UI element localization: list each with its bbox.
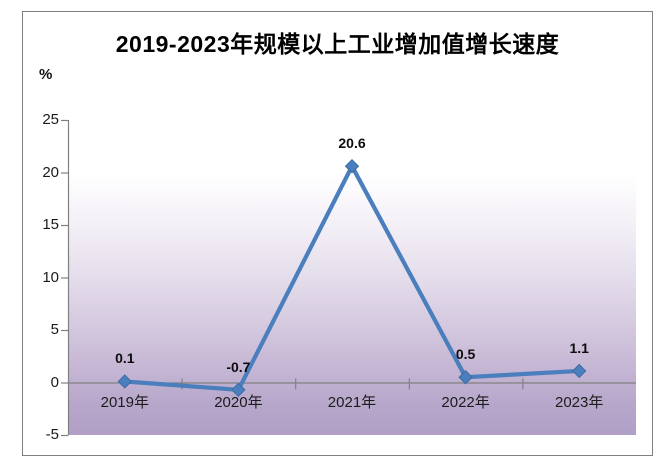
- y-tick-label: 20: [42, 163, 59, 181]
- x-axis-category-label: 2023年: [555, 394, 604, 411]
- y-axis-unit-label: %: [39, 66, 53, 83]
- x-axis-category-label: 2021年: [327, 394, 377, 411]
- y-tick-label: -5: [45, 426, 59, 443]
- data-point-label: 1.1: [569, 339, 589, 356]
- y-tick-label: 25: [42, 111, 59, 128]
- growth-rate-line-series: [124, 161, 580, 393]
- data-point-label: 20.6: [338, 135, 366, 152]
- y-tick-label: 0: [50, 373, 59, 391]
- data-point-marker: [344, 158, 360, 174]
- x-axis-category-label: 2020年: [214, 394, 263, 411]
- chart-frame: 2019-2023年规模以上工业增加值增长速度 % 25 20 15 10 5 0 -5 0…: [22, 11, 653, 456]
- data-point-marker: [117, 374, 133, 389]
- data-point-label: 0.5: [455, 346, 476, 363]
- plot-area: 0.1 -0.7 20.6 0.5 1.1 2019年 2020年 2021年 2022年 202…: [61, 119, 636, 437]
- data-point-label: 0.1: [115, 350, 135, 367]
- y-tick-label: 5: [50, 321, 59, 338]
- chart-title: 2019-2023年规模以上工业增加值增长速度: [115, 31, 560, 57]
- data-point-marker: [571, 363, 587, 379]
- x-axis-category-label: 2019年: [100, 394, 149, 411]
- y-tick-label: 10: [42, 268, 59, 286]
- data-point-marker: [458, 370, 473, 385]
- data-point-label: -0.7: [226, 358, 251, 375]
- line-chart-canvas: [61, 119, 636, 437]
- x-axis-category-label: 2022年: [441, 394, 490, 411]
- y-tick-label: 15: [42, 216, 59, 233]
- y-axis-tick-labels: 25 20 15 10 5 0 -5: [23, 111, 59, 443]
- data-point-marker: [231, 382, 246, 398]
